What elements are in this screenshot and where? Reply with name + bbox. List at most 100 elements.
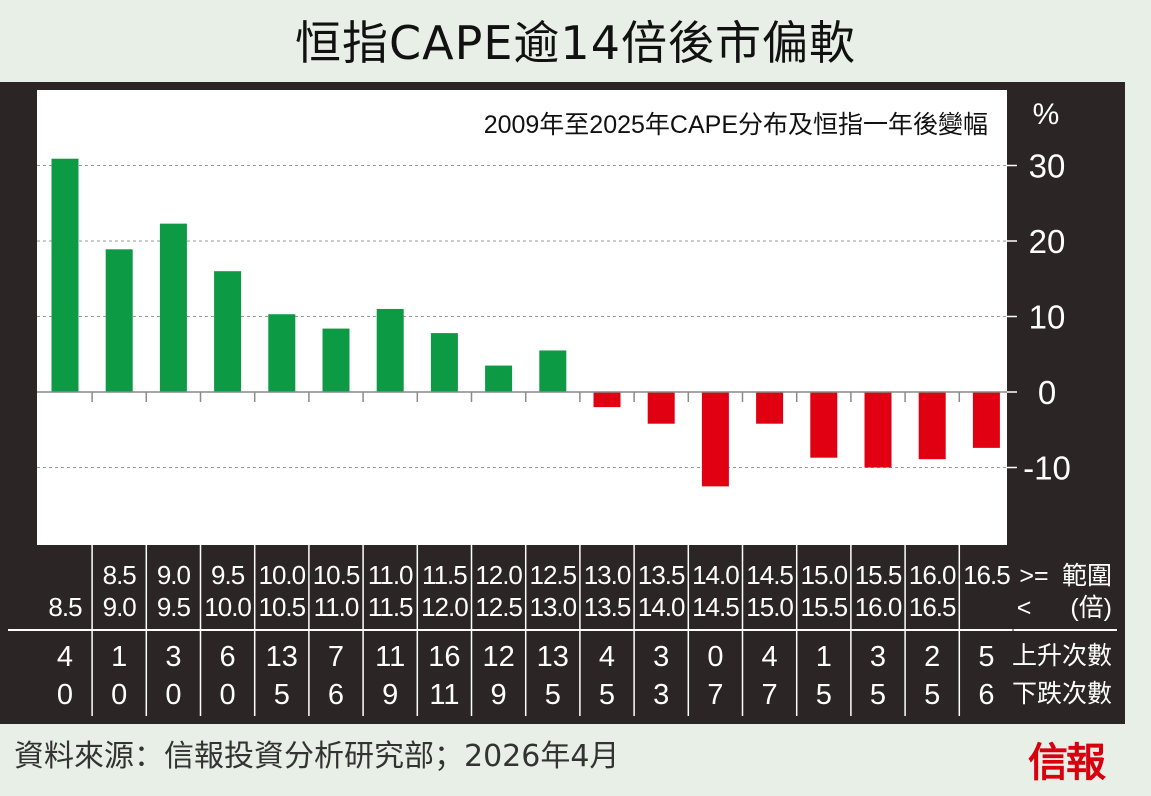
bar — [810, 392, 838, 458]
hkej-logo: 信報 — [1028, 739, 1106, 786]
fall-count: 0 — [57, 679, 73, 711]
range-ge-label: >= — [1019, 562, 1048, 590]
fall-count: 9 — [491, 679, 507, 711]
range-upper-bound: 11.0 — [314, 592, 359, 622]
range-unit-label: (倍) — [1070, 594, 1112, 622]
range-upper-bound: 12.5 — [475, 592, 522, 622]
fall-count: 11 — [429, 679, 459, 711]
fall-count: 7 — [707, 679, 723, 711]
range-upper-bound: 14.0 — [638, 592, 685, 622]
rise-count: 13 — [266, 641, 298, 673]
range-lower-bound: 16.0 — [909, 560, 956, 590]
rise-count: 4 — [57, 641, 73, 673]
rise-count: 1 — [816, 641, 832, 673]
range-lower-bound: 16.5 — [963, 560, 1010, 590]
range-upper-bound: 13.0 — [529, 592, 576, 622]
y-tick-label: 10 — [1029, 299, 1066, 336]
range-lower-bound: 15.5 — [855, 560, 902, 590]
range-upper-bound: 15.5 — [800, 592, 847, 622]
range-upper-bound: 9.5 — [157, 592, 191, 622]
rise-count: 11 — [375, 641, 405, 673]
rise-count: 1 — [111, 641, 127, 673]
rise-count: 3 — [165, 641, 181, 673]
rise-count: 6 — [220, 641, 236, 673]
fall-count: 7 — [762, 679, 778, 711]
fall-count: 5 — [816, 679, 832, 711]
bar — [376, 308, 404, 392]
y-tick-label: -10 — [1023, 450, 1071, 487]
fall-count: 5 — [924, 679, 940, 711]
rise-count: 3 — [870, 641, 886, 673]
fall-count: 5 — [274, 679, 290, 711]
range-lower-bound: 9.0 — [157, 560, 191, 590]
range-upper-bound: 14.5 — [692, 592, 739, 622]
range-upper-bound: 11.5 — [368, 592, 413, 622]
range-lower-bound: 9.5 — [211, 560, 245, 590]
bar — [918, 392, 946, 460]
range-upper-bound: 15.0 — [746, 592, 793, 622]
rise-count: 4 — [599, 641, 615, 673]
fall-count: 5 — [870, 679, 886, 711]
bar — [701, 392, 729, 487]
bar — [430, 333, 458, 392]
bar — [214, 271, 242, 392]
fall-count: 6 — [978, 679, 994, 711]
bar — [51, 158, 79, 392]
fall-count-label: 下跌次數 — [1012, 680, 1112, 708]
range-upper-bound: 8.5 — [48, 592, 82, 622]
range-upper-bound: 16.5 — [909, 592, 956, 622]
rise-count: 2 — [924, 641, 940, 673]
range-lower-bound: 13.0 — [584, 560, 631, 590]
range-upper-bound: 16.0 — [855, 592, 902, 622]
chart-subtitle: 2009年至2025年CAPE分布及恒指一年後變幅 — [484, 111, 988, 139]
bar — [539, 350, 567, 392]
rise-count: 4 — [762, 641, 778, 673]
bar — [593, 392, 621, 408]
rise-count: 13 — [537, 641, 569, 673]
range-lower-bound: 15.0 — [800, 560, 847, 590]
bar — [647, 392, 675, 424]
range-upper-bound: 13.5 — [584, 592, 631, 622]
bar — [159, 223, 187, 392]
range-lower-bound: 14.0 — [692, 560, 739, 590]
rise-count: 16 — [428, 641, 460, 673]
fall-count: 0 — [111, 679, 127, 711]
fall-count: 6 — [328, 679, 344, 711]
fall-count: 5 — [599, 679, 615, 711]
rise-count: 0 — [707, 641, 723, 673]
range-header-label: 範圍 — [1062, 562, 1112, 590]
range-upper-bound: 10.0 — [204, 592, 251, 622]
bar — [756, 392, 784, 424]
rise-count: 7 — [328, 641, 344, 673]
rise-count: 12 — [482, 641, 514, 673]
bar — [864, 392, 892, 468]
range-upper-bound: 9.0 — [103, 592, 137, 622]
range-upper-bound: 10.5 — [258, 592, 305, 622]
fall-count: 0 — [220, 679, 236, 711]
bar — [105, 249, 133, 392]
bar — [972, 392, 1000, 448]
bar — [268, 314, 296, 392]
fall-count: 3 — [653, 679, 669, 711]
rise-count: 3 — [653, 641, 669, 673]
range-lower-bound: 11.5 — [422, 560, 467, 590]
y-tick-label: 20 — [1029, 223, 1066, 260]
bar — [322, 328, 350, 392]
bar — [485, 365, 513, 392]
fall-count: 0 — [165, 679, 181, 711]
rise-count: 5 — [978, 641, 994, 673]
range-upper-bound: 12.0 — [421, 592, 468, 622]
y-tick-label: 30 — [1029, 148, 1066, 185]
range-lower-bound: 11.0 — [368, 560, 413, 590]
source-note: 資料來源：信報投資分析研究部；2026年4月 — [14, 739, 620, 774]
range-lower-bound: 12.5 — [529, 560, 576, 590]
fall-count: 9 — [382, 679, 398, 711]
plot-area — [37, 90, 1007, 545]
range-lower-bound: 10.0 — [258, 560, 305, 590]
range-lower-bound: 12.0 — [475, 560, 522, 590]
range-lower-bound: 14.5 — [746, 560, 793, 590]
rise-count-label: 上升次數 — [1012, 642, 1112, 670]
y-axis-unit: % — [1033, 98, 1060, 131]
